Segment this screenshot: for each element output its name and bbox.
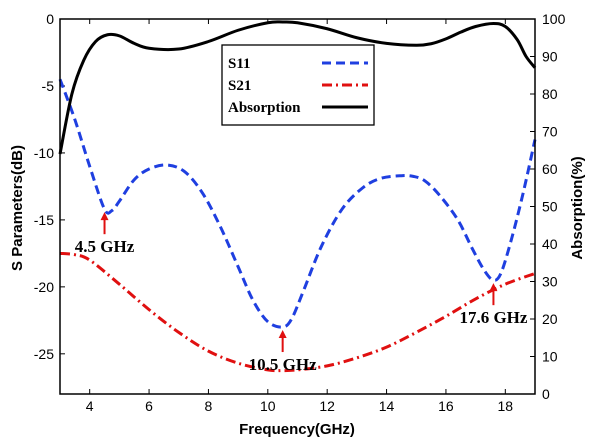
annotation-arrow-head (100, 212, 109, 221)
y-left-ticks: 0 -5 -10 -15 -20 -25 (34, 11, 65, 362)
y-right-ticks: 0 10 20 30 40 50 60 70 80 90 100 (530, 11, 566, 402)
y-axis-label-left: S Parameters(dB) (9, 145, 26, 271)
y-left-tick-label: -20 (34, 279, 54, 295)
annotation-arrow-head (278, 330, 287, 339)
x-tick-label: 12 (319, 398, 335, 414)
y-right-tick-label: 10 (542, 349, 558, 365)
x-tick-label: 16 (438, 398, 454, 414)
series-line-s21 (59, 251, 536, 373)
x-tick-label: 8 (205, 398, 213, 414)
y-right-tick-label: 40 (542, 236, 558, 252)
x-tick-label: 18 (498, 398, 514, 414)
plot-frame (59, 18, 536, 395)
legend-label-absorption: Absorption (228, 100, 301, 116)
series-line-s11 (58, 78, 537, 329)
plot-lines (58, 20, 537, 373)
x-axis-label: Frequency(GHz) (239, 421, 355, 438)
x-tick-label: 14 (379, 398, 395, 414)
y-right-tick-label: 60 (542, 161, 558, 177)
y-right-tick-label: 0 (542, 386, 550, 402)
y-left-tick-label: -10 (34, 145, 54, 161)
series-line-absorption (58, 20, 537, 155)
y-right-tick-label: 50 (542, 199, 558, 215)
y-left-tick-label: -5 (42, 78, 55, 94)
legend: S11 S21 Absorption (221, 44, 375, 126)
y-left-tick-label: -25 (34, 346, 54, 362)
x-tick-label: 4 (86, 398, 94, 414)
x-tick-label: 6 (145, 398, 153, 414)
y-right-tick-label: 80 (542, 86, 558, 102)
annotation-arrow-head (489, 283, 498, 292)
y-left-tick-label: -15 (34, 212, 54, 228)
y-right-tick-label: 30 (542, 274, 558, 290)
y-axis-label-right: Absorption(%) (569, 156, 586, 259)
x-ticks: 4 6 8 10 12 14 16 18 (86, 19, 514, 414)
y-left-tick-label: 0 (46, 11, 54, 27)
annotation-label: 10.5 GHz (249, 355, 317, 374)
legend-label-s11: S11 (228, 56, 251, 72)
y-right-tick-label: 100 (542, 11, 566, 27)
annotation-label: 4.5 GHz (75, 237, 135, 256)
legend-label-s21: S21 (228, 78, 251, 94)
annotations: 4.5 GHz 10.5 GHz 17.6 GHz (75, 212, 528, 374)
x-tick-label: 10 (260, 398, 276, 414)
y-right-tick-label: 20 (542, 311, 558, 327)
annotation-label: 17.6 GHz (459, 308, 527, 327)
y-right-tick-label: 90 (542, 49, 558, 65)
y-right-tick-label: 70 (542, 124, 558, 140)
